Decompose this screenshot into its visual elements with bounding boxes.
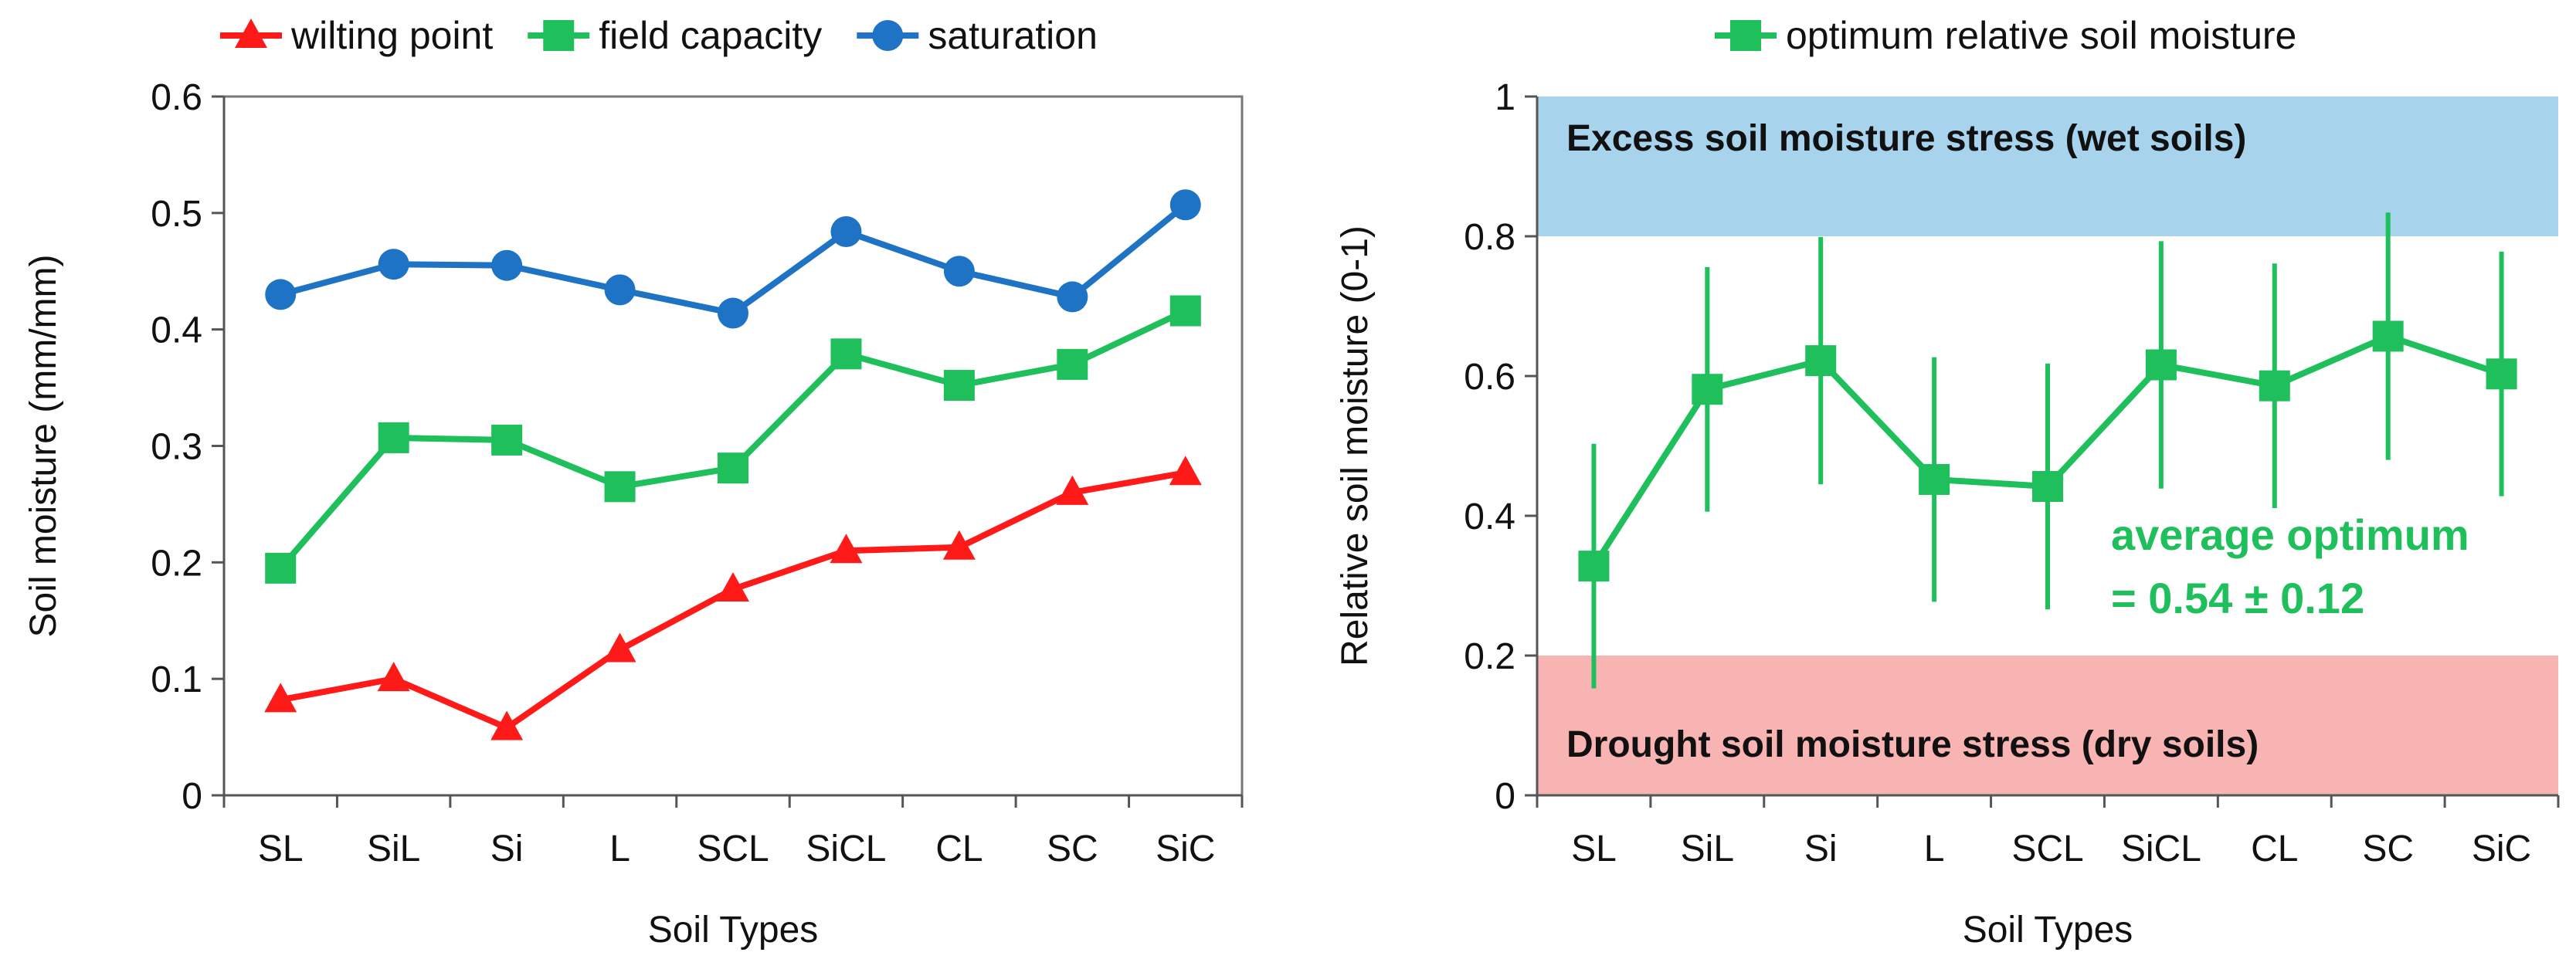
y-tick-label: 0.2: [1464, 636, 1515, 677]
optimum-relative-soil-moisture-point: [2259, 370, 2290, 402]
wilting-point-point: [717, 572, 749, 602]
saturation-point: [604, 274, 636, 306]
wilting-point-point: [264, 683, 297, 713]
x-tick-label: SL: [1571, 829, 1617, 869]
optimum-relative-soil-moisture-point: [1805, 345, 1837, 377]
x-axis-title: Soil Types: [648, 910, 819, 951]
x-tick-label: L: [609, 829, 630, 869]
legend-label-field-capacity: field capacity: [599, 14, 822, 57]
wilting-point-point: [830, 534, 863, 564]
saturation-point: [718, 297, 748, 329]
x-tick-label: CL: [2251, 829, 2298, 869]
x-tick-label: SL: [258, 829, 304, 869]
saturation-point: [491, 249, 523, 281]
legend-label-saturation: saturation: [928, 14, 1098, 57]
x-tick-label: SiCL: [2121, 829, 2201, 869]
saturation-point: [265, 279, 297, 310]
field-capacity-point: [265, 552, 297, 584]
legend-marker: [1730, 20, 1761, 51]
x-tick-label: SiL: [367, 829, 420, 869]
saturation-point: [1057, 281, 1088, 313]
y-tick-label: 0.2: [151, 543, 202, 584]
y-tick-label: 0.8: [1464, 217, 1515, 258]
saturation-point: [943, 256, 975, 287]
right-chart: Excess soil moisture stress (wet soils) D…: [1335, 14, 2560, 951]
average-optimum-annotation: average optimum: [2111, 510, 2469, 559]
x-tick-label: SCL: [2011, 829, 2083, 869]
x-tick-label: SiCL: [806, 829, 886, 869]
y-tick-label: 0.6: [151, 77, 202, 118]
optimum-relative-soil-moisture-point: [1578, 551, 1610, 582]
drought-stress-band: [1537, 656, 2558, 795]
field-capacity-line: [278, 307, 1187, 571]
optimum-relative-soil-moisture-point: [2486, 358, 2517, 390]
field-capacity-point: [718, 452, 748, 484]
y-tick-label: 0: [1495, 776, 1515, 817]
x-tick-label: Si: [490, 829, 524, 869]
x-axis-title: Soil Types: [1963, 910, 2133, 951]
x-tick-label: SC: [2362, 829, 2414, 869]
legend-label-wilting-point: wilting point: [290, 14, 493, 57]
y-tick-label: 0.6: [1464, 357, 1515, 398]
saturation-point: [378, 249, 409, 280]
x-tick-label: CL: [935, 829, 983, 869]
x-tick-label: SiC: [2472, 829, 2531, 869]
field-capacity-point: [1057, 348, 1088, 380]
legend-marker: [235, 19, 267, 48]
y-tick-label: 1: [1495, 77, 1515, 118]
legend-marker: [872, 20, 904, 51]
x-tick-label: SCL: [697, 829, 769, 869]
y-tick-label: 0: [182, 776, 202, 817]
legend-label-optimum-relative-soil-moisture: optimum relative soil moisture: [1786, 14, 2296, 57]
y-axis-title: Soil moisture (mm/mm): [23, 254, 64, 637]
y-tick-label: 0.5: [151, 194, 202, 235]
wilting-point-point: [1056, 475, 1089, 505]
x-tick-label: L: [1924, 829, 1945, 869]
left-chart: 00.10.20.30.40.50.6SL SiL Si L SCL SiCL CL SC Si…: [23, 14, 1244, 951]
plot-frame: [222, 95, 1244, 797]
y-tick-label: 0.1: [151, 659, 202, 700]
optimum-relative-soil-moisture-point: [2145, 349, 2177, 381]
field-capacity-point: [491, 424, 523, 456]
field-capacity-point: [604, 471, 636, 503]
y-tick-label: 0.4: [1464, 496, 1515, 537]
legend-marker: [543, 20, 575, 51]
field-capacity-point: [830, 338, 862, 370]
optimum-relative-soil-moisture-point: [1919, 463, 1950, 495]
x-tick-label: SiC: [1156, 829, 1215, 869]
saturation-point: [1169, 189, 1201, 221]
wilting-point-point: [603, 632, 636, 663]
optimum-relative-soil-moisture-point: [2372, 320, 2404, 352]
y-tick-label: 0.4: [151, 310, 202, 351]
optimum-relative-soil-moisture-point: [2032, 470, 2063, 502]
wilting-point-point: [1169, 456, 1202, 486]
y-axis-title: Relative soil moisture (0-1): [1335, 225, 1376, 666]
x-tick-label: SiL: [1681, 829, 1734, 869]
wilting-point-point: [377, 662, 410, 692]
optimum-relative-soil-moisture-point: [1692, 374, 1723, 405]
wilting-point-point: [942, 530, 976, 560]
saturation-line: [280, 202, 1188, 317]
drought-stress-label: Drought soil moisture stress (dry soils): [1566, 724, 2259, 765]
x-tick-label: SC: [1047, 829, 1098, 869]
wilting-point-point: [490, 710, 524, 740]
x-tick-label: Si: [1804, 829, 1838, 869]
excess-stress-label: Excess soil moisture stress (wet soils): [1566, 118, 2246, 159]
field-capacity-point: [1169, 295, 1201, 327]
y-tick-label: 0.3: [151, 427, 202, 468]
field-capacity-point: [943, 370, 975, 402]
average-optimum-annotation: = 0.54 ± 0.12: [2111, 574, 2364, 622]
saturation-point: [830, 215, 862, 247]
field-capacity-point: [378, 422, 409, 453]
